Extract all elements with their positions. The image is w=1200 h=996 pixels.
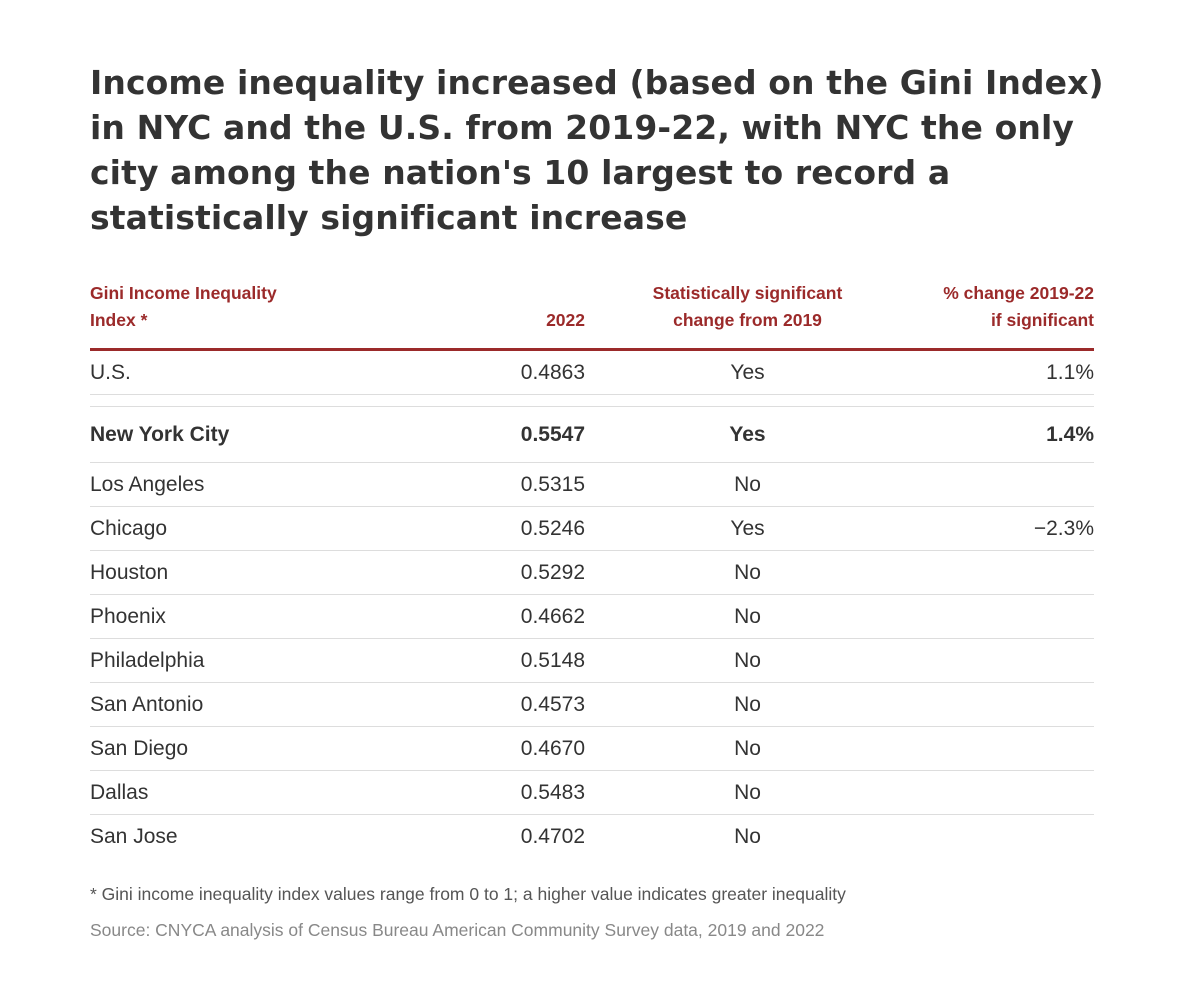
row-significance: No: [734, 560, 761, 584]
table-row: Chicago 0.5246 Yes −2.3%: [90, 507, 1094, 551]
row-gini-value: 0.4670: [520, 736, 585, 760]
row-gini-value: 0.5315: [520, 472, 585, 496]
table-row: San Diego 0.4670 No: [90, 727, 1094, 771]
row-name: Phoenix: [90, 604, 166, 628]
row-pct-change: [870, 595, 1094, 638]
gini-table: Gini Income Inequality Index * 2022 Stat…: [90, 280, 1094, 858]
header-pct-change: % change 2019-22 if significant: [870, 280, 1094, 334]
table-row: U.S. 0.4863 Yes 1.1%: [90, 351, 1094, 395]
row-pct-change: 1.4%: [1046, 422, 1094, 446]
row-pct-change: [870, 727, 1094, 770]
table-row: Los Angeles 0.5315 No: [90, 463, 1094, 507]
header-significance: Statistically significant change from 20…: [625, 280, 870, 334]
row-pct-change: [870, 463, 1094, 506]
header-significance-line2: change from 2019: [673, 310, 822, 330]
row-significance: Yes: [730, 360, 765, 384]
header-index-line2: Index *: [90, 310, 148, 330]
table-header: Gini Income Inequality Index * 2022 Stat…: [90, 280, 1094, 351]
row-name: Chicago: [90, 516, 168, 540]
row-name: Philadelphia: [90, 648, 205, 672]
header-pct-line1: % change 2019-22: [943, 283, 1094, 303]
row-gini-value: 0.5246: [520, 516, 585, 540]
row-gini-value: 0.4702: [520, 824, 585, 848]
row-name: San Diego: [90, 736, 189, 760]
table-row: San Antonio 0.4573 No: [90, 683, 1094, 727]
row-name: U.S.: [90, 360, 131, 384]
row-pct-change: [870, 771, 1094, 814]
header-year: 2022: [470, 307, 585, 334]
table-row: Dallas 0.5483 No: [90, 771, 1094, 815]
row-name: San Jose: [90, 824, 178, 848]
header-pct-line2: if significant: [990, 310, 1094, 330]
table-row: Philadelphia 0.5148 No: [90, 639, 1094, 683]
header-year-label: 2022: [546, 310, 585, 330]
table-body: U.S. 0.4863 Yes 1.1% New York City 0.5547 Yes 1…: [90, 351, 1094, 858]
row-significance: No: [734, 824, 761, 848]
row-gini-value: 0.5483: [520, 780, 585, 804]
row-gini-value: 0.5292: [520, 560, 585, 584]
row-gini-value: 0.4662: [520, 604, 585, 628]
header-index-name: Gini Income Inequality Index *: [90, 280, 390, 334]
row-pct-change: [870, 551, 1094, 594]
row-pct-change: 1.1%: [1046, 360, 1094, 384]
row-significance: Yes: [729, 422, 766, 446]
row-name: New York City: [90, 422, 230, 446]
row-name: Houston: [90, 560, 169, 584]
row-gini-value: 0.5148: [520, 648, 585, 672]
footnote: * Gini income inequality index values ra…: [90, 884, 846, 904]
table-row: New York City 0.5547 Yes 1.4%: [90, 406, 1094, 463]
row-pct-change: [870, 683, 1094, 726]
row-significance: No: [734, 604, 761, 628]
row-significance: No: [734, 472, 761, 496]
header-index-line1: Gini Income Inequality: [90, 283, 277, 303]
row-gini-value: 0.4863: [520, 360, 585, 384]
row-significance: No: [734, 692, 761, 716]
chart-title: Income inequality increased (based on th…: [90, 63, 1104, 237]
row-significance: No: [734, 780, 761, 804]
table-row: Houston 0.5292 No: [90, 551, 1094, 595]
row-significance: No: [734, 736, 761, 760]
row-name: San Antonio: [90, 692, 204, 716]
row-name: Dallas: [90, 780, 149, 804]
row-name: Los Angeles: [90, 472, 205, 496]
row-pct-change: −2.3%: [1033, 516, 1094, 540]
row-gini-value: 0.5547: [520, 422, 585, 446]
row-pct-change: [870, 639, 1094, 682]
source-note: Source: CNYCA analysis of Census Bureau …: [90, 920, 825, 940]
row-significance: No: [734, 648, 761, 672]
table-row: San Jose 0.4702 No: [90, 815, 1094, 858]
header-significance-line1: Statistically significant: [652, 283, 843, 303]
row-significance: Yes: [730, 516, 765, 540]
row-gini-value: 0.4573: [520, 692, 585, 716]
row-pct-change: [870, 815, 1094, 858]
table-row: Phoenix 0.4662 No: [90, 595, 1094, 639]
